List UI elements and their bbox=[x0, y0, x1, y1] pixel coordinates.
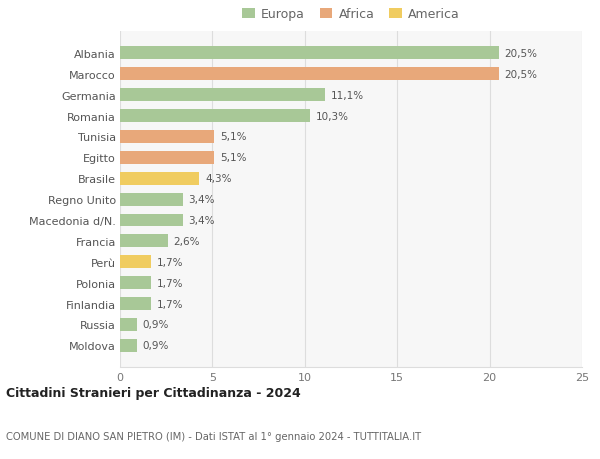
Text: 10,3%: 10,3% bbox=[316, 112, 349, 121]
Text: 3,4%: 3,4% bbox=[188, 216, 215, 225]
Text: 0,9%: 0,9% bbox=[142, 319, 169, 330]
Bar bbox=[120, 339, 137, 352]
Bar bbox=[120, 110, 310, 123]
Bar bbox=[120, 318, 137, 331]
Text: 1,7%: 1,7% bbox=[157, 299, 184, 309]
Bar bbox=[120, 214, 183, 227]
Bar bbox=[120, 235, 168, 248]
Text: 20,5%: 20,5% bbox=[505, 49, 538, 59]
Text: 1,7%: 1,7% bbox=[157, 278, 184, 288]
Bar bbox=[120, 131, 214, 144]
Bar bbox=[120, 297, 151, 310]
Legend: Europa, Africa, America: Europa, Africa, America bbox=[242, 8, 460, 21]
Text: Cittadini Stranieri per Cittadinanza - 2024: Cittadini Stranieri per Cittadinanza - 2… bbox=[6, 386, 301, 399]
Bar bbox=[120, 89, 325, 102]
Bar bbox=[120, 68, 499, 81]
Bar bbox=[120, 47, 499, 60]
Text: 1,7%: 1,7% bbox=[157, 257, 184, 267]
Text: 3,4%: 3,4% bbox=[188, 195, 215, 205]
Bar bbox=[120, 173, 199, 185]
Text: 20,5%: 20,5% bbox=[505, 70, 538, 80]
Bar bbox=[120, 151, 214, 164]
Text: COMUNE DI DIANO SAN PIETRO (IM) - Dati ISTAT al 1° gennaio 2024 - TUTTITALIA.IT: COMUNE DI DIANO SAN PIETRO (IM) - Dati I… bbox=[6, 431, 421, 441]
Text: 0,9%: 0,9% bbox=[142, 341, 169, 351]
Text: 5,1%: 5,1% bbox=[220, 153, 246, 163]
Bar bbox=[120, 256, 151, 269]
Text: 5,1%: 5,1% bbox=[220, 132, 246, 142]
Bar bbox=[120, 193, 183, 206]
Text: 2,6%: 2,6% bbox=[173, 236, 200, 246]
Text: 11,1%: 11,1% bbox=[331, 90, 364, 101]
Bar bbox=[120, 276, 151, 290]
Text: 4,3%: 4,3% bbox=[205, 174, 232, 184]
